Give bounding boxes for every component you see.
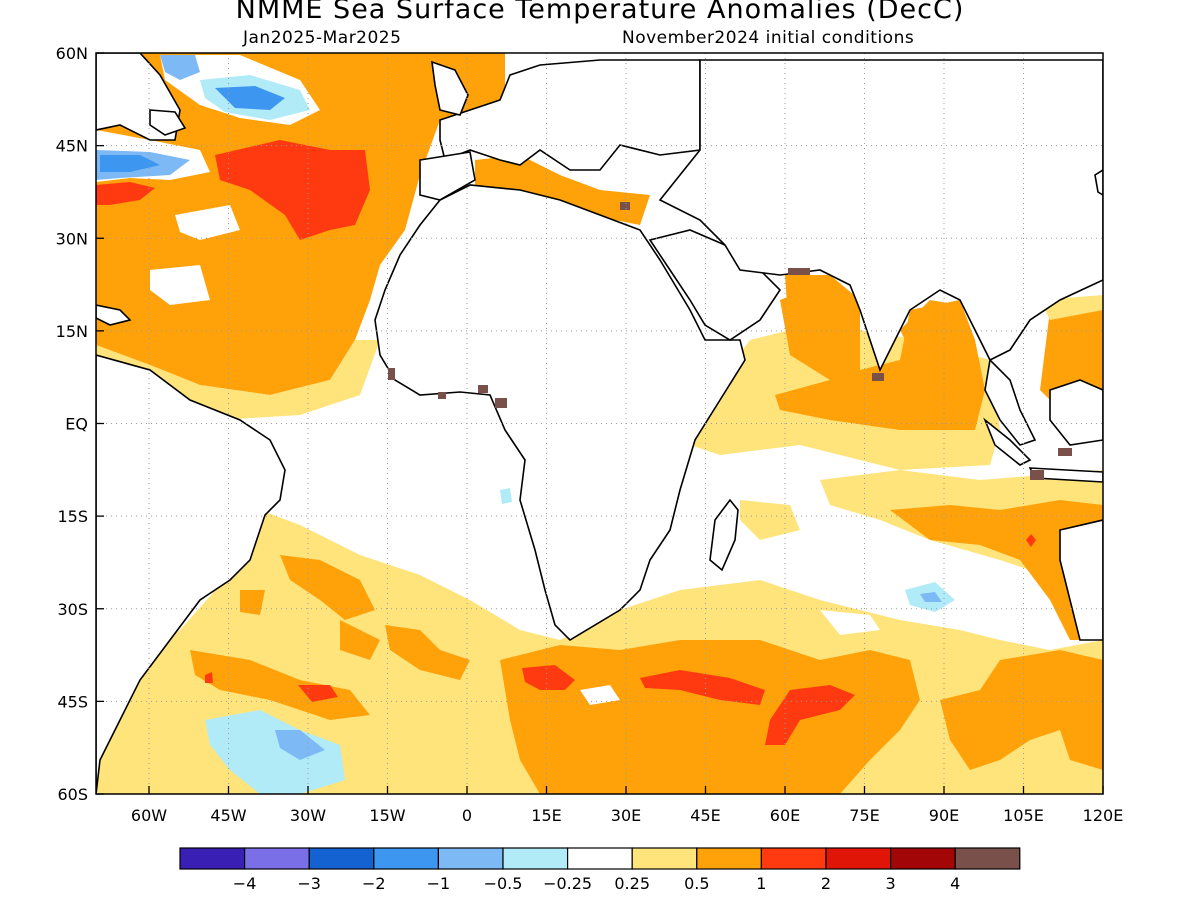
colorbar-label: 4 <box>950 874 960 893</box>
south-atlantic-cold-patch <box>275 730 325 760</box>
lon-tick-label: 105E <box>1003 806 1044 825</box>
newfoundland-outline <box>149 109 187 136</box>
map-title: NMME Sea Surface Temperature Anomalies (… <box>235 0 965 25</box>
colorbar: −4 −3 −2 −1 −0.5 −0.25 0.25 0.5 1 2 3 4 <box>179 847 1021 893</box>
southern-ocean-white-patches <box>580 610 880 705</box>
colorbar-swatch <box>760 847 827 870</box>
lon-tick-label: 60W <box>131 806 167 825</box>
southern-ocean-warm-main <box>500 640 920 794</box>
north-atlantic-white-islands <box>150 205 240 305</box>
colorbar-swatch <box>631 847 698 870</box>
colorbar-label: −0.25 <box>543 874 592 893</box>
borneo-outline <box>1049 379 1103 446</box>
europe-outline <box>439 59 701 171</box>
colorbar-label: −2 <box>362 874 386 893</box>
arabian-sea-warm <box>785 275 860 370</box>
north-atlantic-hot-west <box>96 182 155 205</box>
lat-tick-label: 30N <box>56 229 88 248</box>
lat-tick-label: EQ <box>65 415 88 434</box>
lat-tick-label: 45N <box>56 137 88 156</box>
anomaly-field <box>96 53 1103 794</box>
lon-tick-label: 60E <box>770 806 800 825</box>
southern-ocean-hot-1 <box>522 665 575 690</box>
sumatra-outline <box>983 417 1032 466</box>
extreme-anomaly-marks <box>388 202 1072 480</box>
colorbar-swatch <box>566 847 633 870</box>
lat-tick-label: 60S <box>57 785 88 804</box>
north-atlantic-yellow-rim <box>96 340 380 420</box>
colorbar-label: −3 <box>297 874 321 893</box>
lon-tick-label: 0 <box>462 806 472 825</box>
north-atlantic-cool-north <box>160 55 200 80</box>
japan-outline <box>1094 169 1103 196</box>
north-atlantic-hot-core <box>215 140 370 240</box>
bay-of-bengal-warm <box>900 300 975 360</box>
madagascar-yellow <box>740 500 800 540</box>
lon-tick-label: 45E <box>690 806 720 825</box>
lat-tick-label: 15S <box>57 507 88 526</box>
colorbar-label: −1 <box>427 874 451 893</box>
lon-tick-label: 30E <box>611 806 641 825</box>
lat-tick-label: 45S <box>57 692 88 711</box>
south-america-outline <box>96 354 286 794</box>
colorbar-swatch <box>437 847 504 870</box>
colorbar-label: 1 <box>756 874 766 893</box>
colorbar-label: 0.25 <box>614 874 650 893</box>
colorbar-label: −4 <box>233 874 257 893</box>
colorbar-swatch <box>308 847 375 870</box>
lat-tick-label: 15N <box>56 322 88 341</box>
lon-tick-label: 15E <box>531 806 561 825</box>
colorbar-label: 0.5 <box>684 874 709 893</box>
south-atlantic-hot-spots <box>205 672 338 702</box>
north-atlantic-cold-patch <box>215 86 285 110</box>
colorbar-swatch <box>373 847 439 870</box>
labrador-sea-cold <box>100 155 160 172</box>
colorbar-swatch <box>825 847 892 870</box>
colorbar-swatch <box>502 847 569 870</box>
axis-ticks: 60N 45N 30N 15N EQ 15S 30S 45S 60S 60W 45W 30W 15W 0 1… <box>56 44 1124 825</box>
lon-tick-label: 15W <box>369 806 405 825</box>
lon-tick-label: 120E <box>1083 806 1124 825</box>
lon-tick-label: 45W <box>210 806 246 825</box>
colorbar-label: −0.5 <box>484 874 523 893</box>
colorbar-label: 3 <box>886 874 896 893</box>
mediterranean-warm <box>475 155 650 225</box>
lon-tick-label: 90E <box>929 806 959 825</box>
initial-conditions: November2024 initial conditions <box>622 28 915 48</box>
colorbar-swatch <box>889 847 956 870</box>
southeast-asia-outline <box>984 358 1037 446</box>
colorbar-swatch <box>179 847 246 870</box>
south-atlantic-cool-patch <box>205 710 345 794</box>
south-indian-hot-spot <box>1026 534 1036 547</box>
australia-outline <box>1059 519 1103 641</box>
lon-tick-label: 75E <box>849 806 879 825</box>
south-indian-cold-patch <box>920 592 942 602</box>
lat-tick-label: 60N <box>56 44 88 63</box>
colorbar-swatch <box>244 847 310 870</box>
land-masses <box>96 53 1103 794</box>
lat-tick-label: 30S <box>57 600 88 619</box>
map-grid <box>96 53 1103 794</box>
colorbar-label: 2 <box>821 874 831 893</box>
arabia-outline <box>648 229 782 341</box>
colorbar-swatch <box>696 847 762 870</box>
south-indian-warm-band <box>890 500 1103 640</box>
lon-tick-label: 30W <box>290 806 326 825</box>
south-atlantic-warm-streaks <box>190 555 470 720</box>
colorbar-swatch <box>954 847 1021 870</box>
southern-ocean-hot-2 <box>640 670 765 705</box>
south-atlantic-central-cool <box>500 488 512 504</box>
iberia-outline <box>419 151 476 201</box>
southern-ocean-warm-east <box>940 650 1103 770</box>
forecast-period: Jan2025-Mar2025 <box>243 28 402 48</box>
asia-outline <box>658 59 1103 373</box>
madagascar-outline <box>709 498 739 572</box>
southern-ocean-hot-3 <box>765 685 855 745</box>
caribbean-outline <box>96 304 132 326</box>
british-isles-outline <box>431 60 469 116</box>
